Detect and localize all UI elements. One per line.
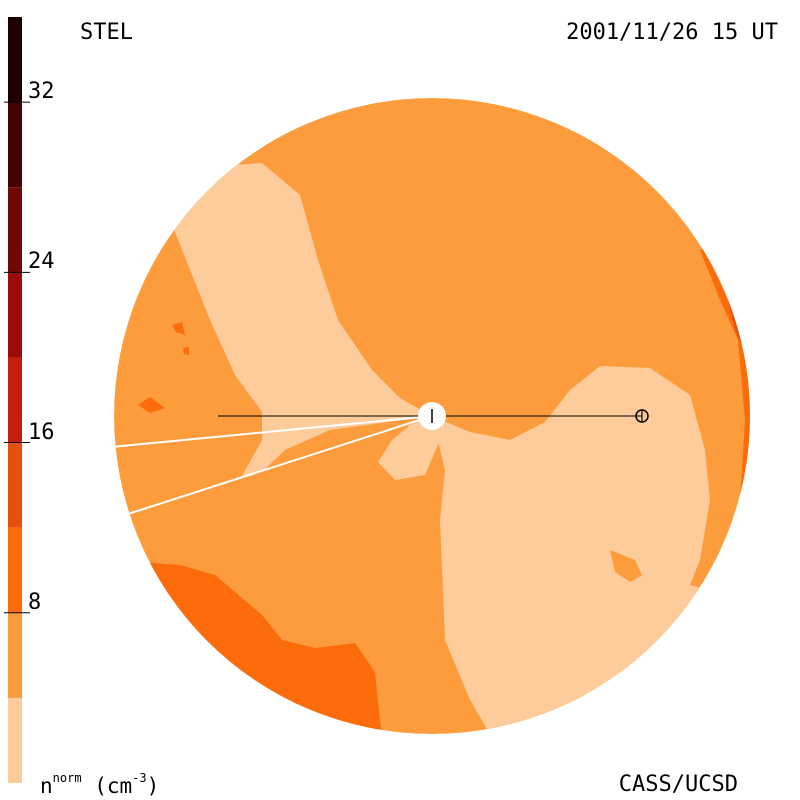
colorbar-units-label: nnorm (cm-3) — [40, 770, 159, 797]
timestamp-label: 2001/11/26 15 UT — [566, 20, 778, 45]
region-east-limb-dark — [728, 300, 742, 345]
colorbar-band-5 — [8, 272, 22, 358]
region-northwest-lobe — [150, 163, 432, 476]
colorbar-tick-label-16: 16 — [28, 419, 55, 445]
colorbar-band-6 — [8, 187, 22, 273]
colorbar-band-8 — [8, 17, 22, 103]
colorbar-band-4 — [8, 357, 22, 443]
colorbar — [8, 17, 22, 783]
credit-label: CASS/UCSD — [618, 772, 738, 797]
instrument-label: STEL — [80, 20, 133, 45]
gap-line-1 — [114, 415, 433, 448]
units-exponent: -3 — [132, 771, 147, 785]
west-spot-2 — [183, 347, 189, 355]
colorbar-ticks — [4, 101, 30, 614]
colorbar-band-3 — [8, 442, 22, 528]
west-spot-3 — [138, 397, 165, 413]
west-spot-1 — [172, 322, 185, 335]
colorbar-band-0 — [8, 697, 22, 783]
units-quantity-superscript: norm — [52, 771, 82, 785]
region-center-tongue — [378, 416, 440, 480]
colorbar-band-2 — [8, 527, 22, 613]
colorbar-band-7 — [8, 102, 22, 188]
units-prefix: (cm — [94, 774, 133, 798]
region-southeast-patch — [610, 550, 642, 582]
colorbar-tick-label-24: 24 — [28, 249, 55, 275]
colorbar-band-1 — [8, 612, 22, 698]
colorbar-tick-label-8: 8 — [28, 589, 42, 615]
colorbar-tick-label-32: 32 — [28, 79, 55, 105]
gap-line-2 — [127, 415, 433, 515]
units-quantity: n — [40, 774, 53, 798]
units-suffix: ) — [146, 774, 160, 798]
